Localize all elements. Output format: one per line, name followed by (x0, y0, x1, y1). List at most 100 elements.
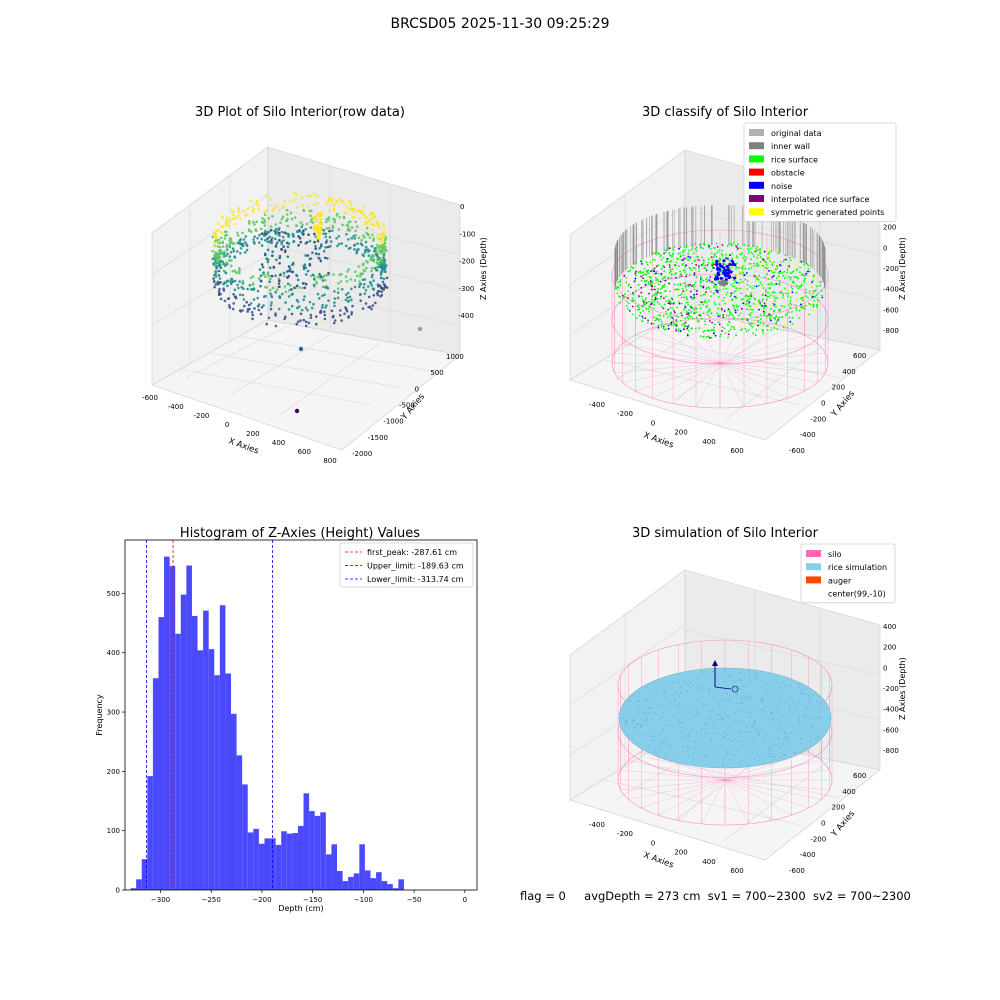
rice-point (778, 703, 780, 705)
data-point (350, 298, 353, 302)
data-point (324, 232, 328, 235)
x-tick-label: −250 (202, 896, 221, 904)
legend-label: Upper_limit: -189.63 cm (367, 562, 464, 571)
data-point (213, 273, 216, 277)
classified-point (702, 247, 705, 250)
classified-point (713, 273, 716, 276)
classified-point (709, 336, 711, 339)
classified-point (652, 268, 655, 270)
classified-point (791, 323, 794, 326)
histogram-bar (253, 828, 259, 890)
data-point (378, 226, 381, 230)
classified-point (765, 298, 768, 301)
data-point (231, 270, 234, 273)
data-point (269, 228, 273, 232)
classified-point (731, 252, 734, 255)
classified-point (668, 282, 670, 285)
classified-point (627, 302, 630, 305)
classified-point (662, 264, 664, 267)
data-point (286, 270, 289, 273)
classified-point (798, 317, 801, 320)
rice-point (722, 717, 724, 719)
data-point (323, 256, 327, 260)
classified-point (773, 300, 776, 302)
legend-label: first_peak: -287.61 cm (367, 548, 457, 557)
classified-point (710, 312, 713, 315)
data-point (264, 229, 267, 233)
classified-point (688, 314, 691, 316)
rice-point (712, 720, 714, 722)
rice-point (752, 737, 754, 739)
classified-point (637, 295, 640, 297)
data-point (286, 282, 290, 286)
data-point (384, 236, 388, 240)
classified-point (708, 330, 711, 332)
classified-point (753, 255, 755, 258)
classified-point (735, 304, 738, 307)
classified-point (666, 316, 669, 318)
data-point (231, 247, 235, 250)
data-point (254, 228, 257, 231)
classified-point (662, 307, 665, 310)
histogram-bar (197, 650, 204, 890)
data-point (321, 279, 325, 282)
y-tick-label: 0 (415, 385, 419, 393)
data-point (217, 282, 221, 285)
classified-point (778, 275, 780, 278)
classified-point (762, 264, 765, 267)
classified-point (726, 291, 729, 294)
classified-point (721, 326, 724, 328)
classified-point (732, 242, 735, 244)
classified-point (676, 306, 678, 309)
cylinder-spoke (719, 362, 745, 407)
classified-point (686, 298, 688, 300)
outlier-point (298, 346, 304, 352)
classified-point (730, 283, 733, 286)
classified-point (804, 291, 807, 294)
data-point (327, 299, 330, 302)
histogram-bar (186, 565, 192, 890)
classified-point (768, 313, 771, 316)
rice-point (643, 698, 645, 700)
classified-point (689, 305, 692, 307)
classified-point (735, 268, 737, 270)
y-tick-label: 400 (842, 368, 855, 376)
classified-point (663, 328, 666, 331)
data-point (369, 211, 373, 215)
classified-point (669, 315, 672, 318)
data-point (251, 275, 255, 278)
classified-point (659, 280, 662, 283)
classified-point (682, 254, 685, 256)
data-point (264, 275, 267, 278)
data-point (216, 245, 220, 248)
data-point (379, 295, 382, 298)
data-point (276, 241, 279, 244)
data-point (293, 286, 297, 290)
data-point (347, 291, 350, 295)
chart-raw-3d: 3D Plot of Silo Interior(row data) -600-… (142, 105, 488, 465)
classified-point (701, 256, 704, 259)
histogram-bar (203, 610, 209, 890)
data-point (214, 232, 217, 235)
data-point (371, 233, 374, 237)
rice-point (692, 684, 694, 686)
classified-point (678, 276, 681, 279)
z-tick-label: -200 (883, 685, 899, 693)
cylinder-spoke (628, 760, 726, 781)
rice-point (624, 714, 626, 716)
classified-point (677, 316, 679, 319)
data-point (234, 296, 238, 300)
x-tick-label: −150 (303, 896, 322, 904)
data-point (286, 245, 290, 248)
data-point (306, 254, 310, 257)
histogram-bar (325, 854, 332, 890)
classified-point (635, 317, 638, 320)
rice-point (721, 763, 724, 765)
data-point (278, 295, 282, 298)
classified-point (705, 306, 708, 308)
data-point (233, 279, 237, 283)
cylinder-spoke (724, 779, 822, 800)
rice-point (802, 689, 804, 691)
classified-point (656, 291, 659, 294)
data-point (215, 253, 219, 257)
